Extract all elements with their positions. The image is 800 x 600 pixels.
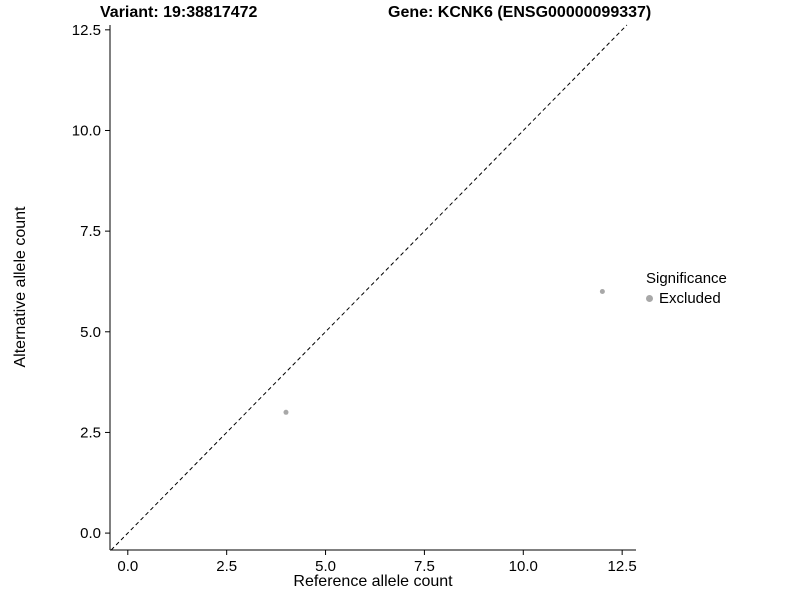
x-tick-label: 0.0 [117, 558, 138, 575]
x-tick-label: 10.0 [509, 558, 538, 575]
x-axis-title: Reference allele count [293, 573, 453, 590]
legend: Significance Excluded [646, 270, 727, 307]
y-axis-title: Alternative allele count [12, 206, 29, 368]
legend-entry-label: Excluded [659, 290, 721, 307]
y-tick-label: 0.0 [80, 525, 101, 542]
y-tick-label: 2.5 [80, 424, 101, 441]
x-tick-label: 2.5 [216, 558, 237, 575]
data-point [599, 289, 605, 295]
title-variant: Variant: 19:38817472 [100, 4, 258, 21]
y-tick-label: 5.0 [80, 324, 101, 341]
y-tick-label: 12.5 [72, 22, 101, 39]
x-tick-label: 7.5 [414, 558, 435, 575]
x-tick-label: 5.0 [315, 558, 336, 575]
title-gene: Gene: KCNK6 (ENSG00000099337) [388, 4, 652, 21]
legend-swatch-dot-icon [646, 295, 653, 302]
legend-title: Significance [646, 270, 727, 287]
legend-entry: Excluded [646, 290, 727, 307]
y-tick-label: 10.0 [72, 122, 101, 139]
y-tick-label: 7.5 [80, 223, 101, 240]
data-point [283, 409, 289, 415]
identity-line [110, 24, 628, 551]
x-tick-label: 12.5 [608, 558, 637, 575]
